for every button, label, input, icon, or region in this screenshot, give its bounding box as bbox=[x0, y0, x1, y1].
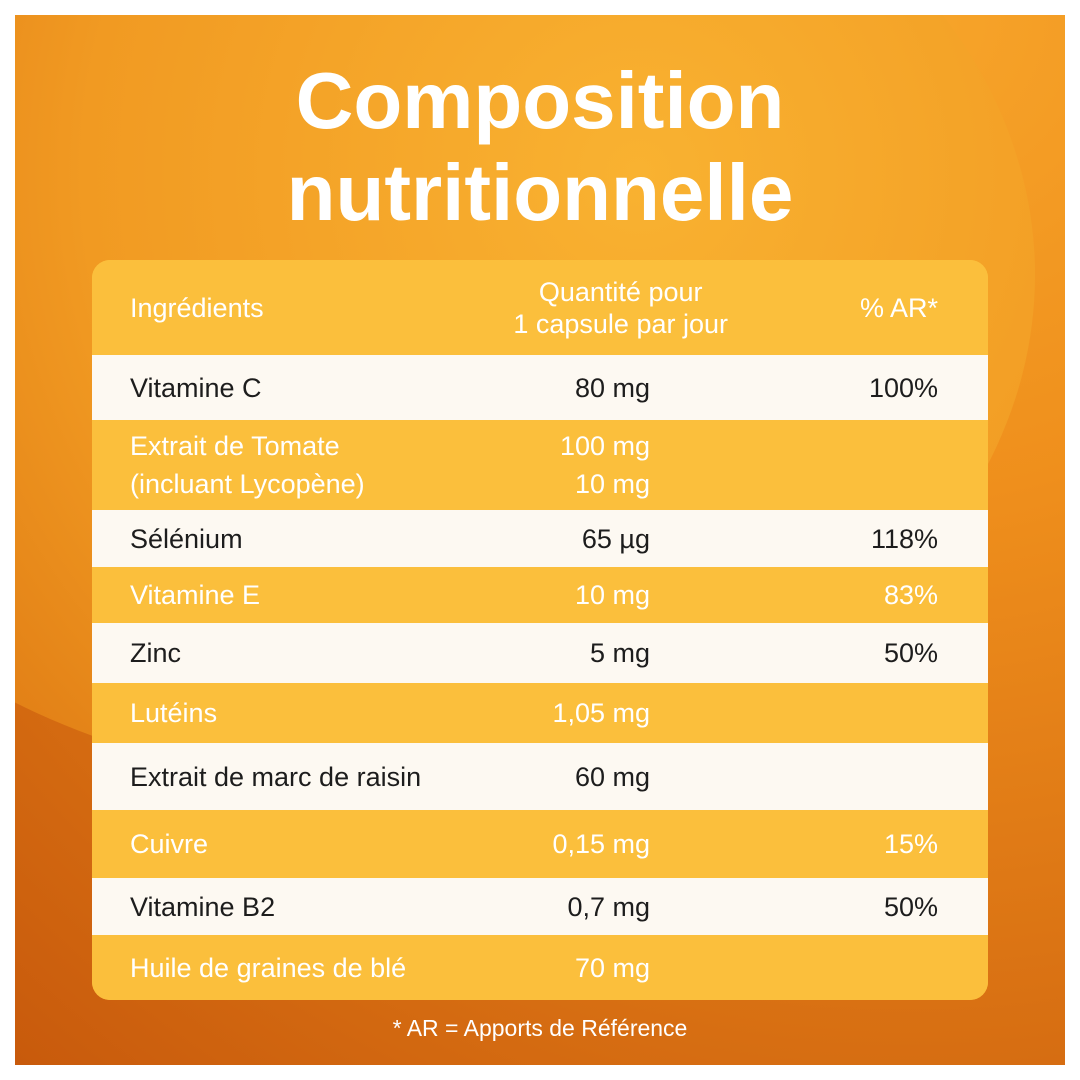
title-line: nutritionnelle bbox=[286, 148, 794, 237]
footnote: * AR = Apports de Référence bbox=[392, 1015, 688, 1041]
quantity-cell: 70 mg bbox=[574, 952, 650, 983]
table-row: Lutéins 1,05 mg bbox=[92, 683, 988, 743]
table-row: Huile de graines de blé 70 mg bbox=[92, 935, 988, 1000]
table-row: Sélénium 65 µg 118% bbox=[92, 510, 988, 567]
table-row: Extrait de marc de raisin 60 mg bbox=[92, 743, 988, 810]
quantity-cell: 0,7 mg bbox=[567, 891, 650, 922]
name-cell: Vitamine B2 bbox=[130, 891, 276, 922]
header-cell: Ingrédients bbox=[130, 292, 264, 323]
quantity-cell: 60 mg bbox=[574, 761, 650, 792]
table-row: Extrait de Tomate (incluant Lycopène) 100… bbox=[92, 420, 988, 510]
background: Composition nutritionnelle Ingrédients Qua… bbox=[15, 15, 1065, 1065]
name-cell: Lutéins bbox=[130, 698, 218, 728]
quantity-cell: 10 mg bbox=[574, 580, 650, 610]
ar-cell: 118% bbox=[870, 523, 938, 554]
quantity-cell: 100 mg 10 mg bbox=[559, 431, 650, 499]
header-cell: Quantité pour 1 capsule par jour bbox=[513, 276, 728, 339]
header-row: Ingrédients Quantité pour 1 capsule par j… bbox=[92, 260, 988, 355]
name-cell: Zinc bbox=[130, 638, 182, 668]
nutrition-table: Ingrédients Quantité pour 1 capsule par j… bbox=[92, 260, 988, 1000]
name-cell: Huile de graines de blé bbox=[130, 952, 407, 983]
name-cell: Vitamine E bbox=[130, 580, 261, 610]
quantity-cell: 5 mg bbox=[589, 638, 650, 668]
quantity-cell: 1,05 mg bbox=[552, 698, 650, 728]
table-row: Zinc 5 mg 50% bbox=[92, 623, 988, 683]
ar-cell: 50% bbox=[883, 638, 938, 668]
ar-cell: 50% bbox=[883, 891, 938, 922]
title-line: Composition bbox=[295, 56, 785, 145]
table-row: Vitamine C 80 mg 100% bbox=[92, 355, 988, 420]
name-cell: Extrait de marc de raisin bbox=[130, 761, 422, 792]
table-row: Vitamine B2 0,7 mg 50% bbox=[92, 878, 988, 935]
table-row: Vitamine E 10 mg 83% bbox=[92, 567, 988, 623]
quantity-cell: 65 µg bbox=[581, 523, 650, 554]
quantity-cell: 80 mg bbox=[574, 372, 650, 403]
quantity-cell: 0,15 mg bbox=[552, 829, 650, 859]
ar-cell: 83% bbox=[883, 580, 938, 610]
title: Composition nutritionnelle bbox=[15, 55, 1065, 239]
name-cell: Vitamine C bbox=[130, 372, 262, 403]
name-cell: Sélénium bbox=[130, 523, 243, 554]
header-cell: % AR* bbox=[859, 292, 938, 323]
name-cell: Cuivre bbox=[130, 829, 209, 859]
ar-cell: 15% bbox=[883, 829, 938, 859]
name-cell: Extrait de Tomate (incluant Lycopène) bbox=[130, 431, 365, 499]
ar-cell: 100% bbox=[868, 372, 938, 403]
table-row: Cuivre 0,15 mg 15% bbox=[92, 810, 988, 878]
